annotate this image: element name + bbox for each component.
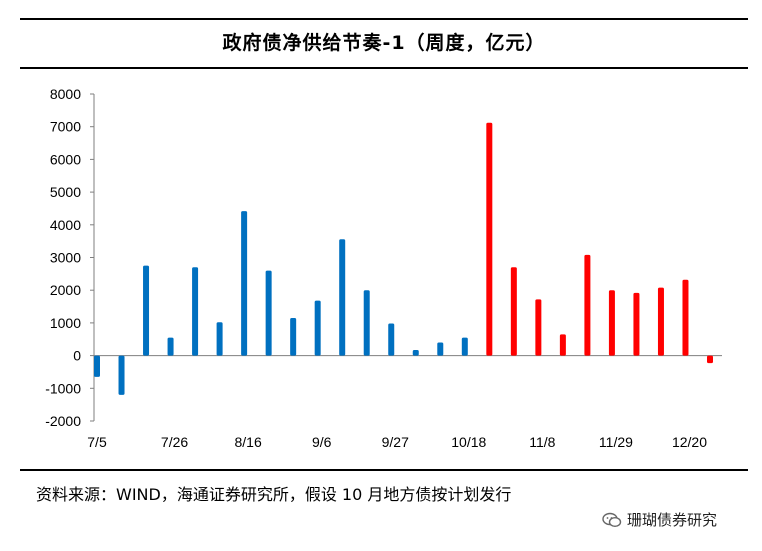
bar — [657, 287, 664, 356]
chart-title: 政府债净供给节奏-1（周度，亿元） — [222, 32, 546, 54]
bottom-rule — [20, 469, 748, 471]
y-tick-label: 1000 — [50, 315, 81, 331]
bar — [388, 323, 395, 356]
bar — [510, 267, 517, 356]
top-rule — [20, 18, 748, 20]
wechat-icon — [602, 512, 622, 527]
bar — [216, 322, 223, 356]
x-tick-label: 10/18 — [451, 434, 486, 450]
y-tick-label: 6000 — [50, 151, 81, 167]
x-tick-label: 9/6 — [312, 434, 332, 450]
bar — [682, 279, 689, 356]
bar — [143, 265, 150, 356]
bar — [118, 355, 125, 395]
bar — [167, 337, 174, 356]
bar — [94, 355, 100, 377]
bar — [314, 300, 321, 356]
bar — [559, 334, 566, 356]
y-tick-label: -1000 — [45, 380, 81, 396]
bar — [461, 337, 468, 356]
bar-chart: -2000 -1000 0 1000 2000 3000 4000 5000 6000 7000 8… — [45, 86, 722, 450]
bar — [265, 270, 272, 356]
bar — [584, 254, 591, 356]
x-tick-label: 8/16 — [234, 434, 261, 450]
source-note: 资料来源：WIND，海通证券研究所，假设 10 月地方债按计划发行 — [36, 485, 512, 504]
x-tick-label: 7/26 — [161, 434, 188, 450]
x-tick-label: 12/20 — [672, 434, 707, 450]
x-tick-label: 9/27 — [382, 434, 409, 450]
bar — [241, 211, 248, 356]
y-tick-label: 0 — [73, 348, 81, 364]
y-tick-label: 8000 — [50, 86, 81, 102]
x-tick-label: 11/29 — [599, 434, 633, 450]
bar — [437, 342, 444, 356]
watermark-text: 珊瑚债券研究 — [627, 511, 718, 529]
bar — [339, 239, 346, 356]
bar — [363, 290, 370, 356]
title-rule — [20, 67, 748, 69]
bar — [412, 350, 419, 356]
x-tick-label: 11/8 — [529, 434, 555, 450]
bar — [535, 299, 542, 356]
bar — [633, 292, 640, 356]
bar — [192, 267, 199, 356]
y-tick-label: 5000 — [50, 184, 81, 200]
bar — [707, 355, 713, 364]
bar — [290, 317, 297, 356]
y-tick-label: -2000 — [45, 413, 81, 429]
y-tick-label: 2000 — [50, 282, 81, 298]
y-tick-label: 3000 — [50, 250, 81, 266]
bar — [608, 290, 615, 356]
x-tick-label: 7/5 — [87, 434, 107, 450]
bar — [486, 122, 493, 356]
y-tick-label: 4000 — [50, 217, 81, 233]
y-tick-label: 7000 — [50, 119, 81, 135]
watermark: 珊瑚债券研究 — [602, 509, 717, 530]
